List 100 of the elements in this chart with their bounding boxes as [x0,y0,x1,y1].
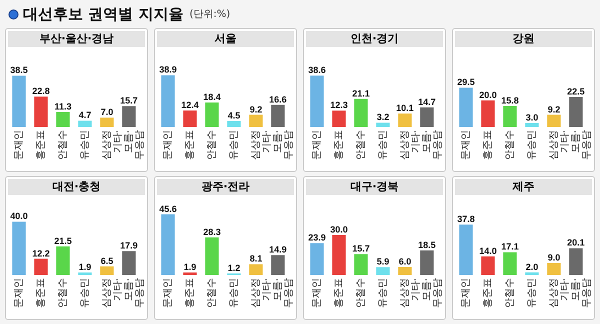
x-tick-label: 유승민 [79,278,90,308]
bar [34,96,48,127]
bar [398,267,412,275]
x-tick-label: 기타·모름·무응답 [261,278,294,308]
bar [249,264,263,275]
bar [354,98,368,127]
x-tick-label: 안철수 [504,278,516,308]
x-tick-label: 심상정 [250,278,262,308]
x-tick-label: 유승민 [526,278,538,308]
x-tick-label: 유승민 [377,278,388,308]
chart-title: 대구·경북 [306,179,443,195]
bar [122,251,136,275]
bar [249,114,263,127]
x-tick-label: 기타·모름·무응답 [559,130,592,160]
bar [183,110,197,127]
data-label: 5.9 [376,256,390,267]
x-tick-label: 기타·모름·무응답 [410,278,444,308]
x-tick-label: 심상정 [548,278,560,308]
bar [481,256,495,275]
x-tick-label: 문재인 [311,130,322,160]
data-label: 22.5 [567,86,585,97]
data-label: 20.1 [567,238,585,248]
x-tick-label: 기타·모름·무응답 [112,278,146,308]
data-label: 21.5 [54,236,72,246]
x-tick-label: 안철수 [57,278,68,308]
x-tick-label: 안철수 [504,130,516,160]
data-label: 17.1 [501,242,519,252]
x-tick-label: 안철수 [355,130,366,160]
data-label: 6.0 [398,256,412,267]
bar [420,250,434,275]
data-label: 40.0 [10,211,28,222]
data-label: 15.8 [501,95,519,106]
x-tick-label: 문재인 [460,130,472,160]
bar [34,258,48,275]
data-label: 28.3 [203,226,221,237]
x-tick-label: 문재인 [162,130,174,160]
data-label: 4.5 [228,110,240,121]
data-label: 16.6 [269,94,287,104]
chart-title: 대전·충청 [8,179,145,195]
data-label: 22.8 [32,86,50,96]
bar [525,272,539,275]
bar [100,118,114,127]
chart-title: 인천·경기 [306,31,443,47]
data-label: 15.7 [120,96,138,106]
data-label: 4.7 [78,110,92,120]
data-label: 12.4 [181,100,199,110]
data-label: 3.2 [376,112,390,122]
bar [503,252,517,275]
x-tick-label: 심상정 [399,130,410,160]
x-tick-label: 홍준표 [35,278,46,308]
x-tick-label: 문재인 [13,130,24,160]
data-label: 8.1 [250,254,262,264]
x-tick-label: 유승민 [377,130,388,160]
text: (단위:%) [189,8,230,21]
bar [503,106,517,127]
x-tick-label: 심상정 [399,278,410,308]
data-label: 38.9 [159,64,177,75]
bar [12,76,26,127]
x-tick-label: 유승민 [228,130,240,160]
x-tick-label: 심상정 [250,130,262,160]
data-label: 11.3 [54,101,72,112]
data-label: 14.9 [269,244,287,255]
x-tick-label: 문재인 [162,278,174,308]
bar [310,76,324,127]
bar [398,114,412,127]
bar [271,104,285,127]
bar [459,224,473,275]
data-label: 14.7 [418,96,436,107]
bar [525,123,539,127]
data-label: 38.6 [308,65,326,76]
data-label: 38.5 [10,65,28,76]
bar [332,235,346,275]
bar [481,100,495,127]
x-tick-label: 안철수 [355,278,366,308]
data-label: 20.0 [479,90,497,100]
bar [376,267,390,275]
data-label: 29.5 [457,77,475,88]
bar [354,254,368,275]
bar [227,121,241,127]
bar [205,102,219,127]
data-label: 17.9 [120,240,138,251]
x-tick-label: 문재인 [311,278,322,308]
data-label: 23.9 [308,232,326,243]
bar [547,114,561,127]
data-label: 9.0 [548,252,560,263]
data-label: 6.5 [100,256,114,266]
bar [569,248,583,275]
bar [332,110,346,127]
text: 대선후보 권역별 지지율 [23,4,184,24]
bar [161,75,175,127]
data-label: 12.2 [32,248,50,258]
data-label: 9.2 [548,104,560,114]
bar [56,112,70,127]
data-label: 45.6 [159,204,177,214]
bar [271,255,285,275]
x-tick-label: 안철수 [206,278,218,308]
data-label: 15.7 [352,244,370,254]
data-label: 14.0 [479,246,497,256]
x-tick-label: 문재인 [460,278,472,308]
x-tick-label: 유승민 [526,130,538,160]
